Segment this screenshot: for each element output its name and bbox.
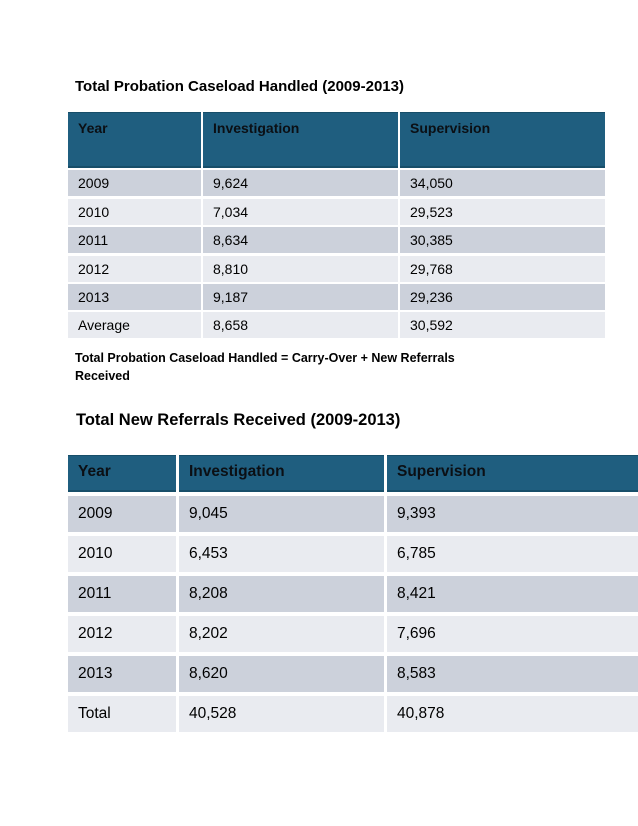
table1-row-average: Average 8,658 30,592 bbox=[68, 312, 605, 339]
table1-2012-investigation: 8,810 bbox=[203, 255, 398, 282]
table1-2012-year: 2012 bbox=[68, 255, 201, 282]
table2-2010-supervision: 6,785 bbox=[387, 536, 638, 572]
table2-2011-investigation: 8,208 bbox=[179, 576, 384, 612]
table2-row-total: Total 40,528 40,878 bbox=[68, 696, 638, 732]
table1-caseload-handled: Year Investigation Supervision 2009 9,62… bbox=[68, 112, 605, 339]
table2-title: Total New Referrals Received (2009-2013) bbox=[76, 411, 401, 429]
table2-2013-supervision: 8,583 bbox=[387, 656, 638, 692]
table2-row-2009: 2009 9,045 9,393 bbox=[68, 496, 638, 532]
table1-2013-year: 2013 bbox=[68, 283, 201, 310]
table1-2013-supervision: 29,236 bbox=[400, 283, 605, 310]
table2-2009-investigation: 9,045 bbox=[179, 496, 384, 532]
table1-2013-investigation: 9,187 bbox=[203, 283, 398, 310]
table2-header-supervision: Supervision bbox=[387, 455, 638, 492]
table1-average-investigation: 8,658 bbox=[203, 312, 398, 339]
table2-2012-year: 2012 bbox=[68, 616, 176, 652]
table1-average-supervision: 30,592 bbox=[400, 312, 605, 339]
table1-title: Total Probation Caseload Handled (2009-2… bbox=[75, 78, 404, 95]
table1-2009-year: 2009 bbox=[68, 170, 201, 197]
table1-header-row: Year Investigation Supervision bbox=[68, 112, 605, 168]
table2-2011-year: 2011 bbox=[68, 576, 176, 612]
footnote-line-1: Total Probation Caseload Handled = Carry… bbox=[75, 351, 455, 365]
table1-row-2012: 2012 8,810 29,768 bbox=[68, 255, 605, 282]
table2-total-supervision: 40,878 bbox=[387, 696, 638, 732]
table1-header-investigation: Investigation bbox=[203, 112, 398, 168]
table1-2010-supervision: 29,523 bbox=[400, 198, 605, 225]
table2-2012-supervision: 7,696 bbox=[387, 616, 638, 652]
table2-2009-year: 2009 bbox=[68, 496, 176, 532]
table2-2013-investigation: 8,620 bbox=[179, 656, 384, 692]
table2-row-2011: 2011 8,208 8,421 bbox=[68, 576, 638, 612]
table2-2013-year: 2013 bbox=[68, 656, 176, 692]
table1-header-supervision: Supervision bbox=[400, 112, 605, 168]
table2-2012-investigation: 8,202 bbox=[179, 616, 384, 652]
table2-total-year: Total bbox=[68, 696, 176, 732]
footnote-line-2: Received bbox=[75, 369, 130, 383]
table1-average-year: Average bbox=[68, 312, 201, 339]
table1-footnote: Total Probation Caseload Handled = Carry… bbox=[75, 349, 455, 385]
table2-2010-investigation: 6,453 bbox=[179, 536, 384, 572]
table1-row-2011: 2011 8,634 30,385 bbox=[68, 227, 605, 254]
table1-header-year: Year bbox=[68, 112, 201, 168]
table1-2010-year: 2010 bbox=[68, 198, 201, 225]
table2-2010-year: 2010 bbox=[68, 536, 176, 572]
table2-total-investigation: 40,528 bbox=[179, 696, 384, 732]
table1-2009-investigation: 9,624 bbox=[203, 170, 398, 197]
table1-row-2009: 2009 9,624 34,050 bbox=[68, 170, 605, 197]
table2-header-investigation: Investigation bbox=[179, 455, 384, 492]
table1-row-2013: 2013 9,187 29,236 bbox=[68, 283, 605, 310]
table2-header-row: Year Investigation Supervision bbox=[68, 455, 638, 492]
table1-2011-supervision: 30,385 bbox=[400, 227, 605, 254]
table2-row-2012: 2012 8,202 7,696 bbox=[68, 616, 638, 652]
table1-row-2010: 2010 7,034 29,523 bbox=[68, 198, 605, 225]
table2-header-year: Year bbox=[68, 455, 176, 492]
table1-2011-investigation: 8,634 bbox=[203, 227, 398, 254]
table2-2011-supervision: 8,421 bbox=[387, 576, 638, 612]
table1-2011-year: 2011 bbox=[68, 227, 201, 254]
table1-2012-supervision: 29,768 bbox=[400, 255, 605, 282]
table2-row-2010: 2010 6,453 6,785 bbox=[68, 536, 638, 572]
table2-row-2013: 2013 8,620 8,583 bbox=[68, 656, 638, 692]
table2-new-referrals: Year Investigation Supervision 2009 9,04… bbox=[68, 455, 638, 732]
table1-2010-investigation: 7,034 bbox=[203, 198, 398, 225]
table2-2009-supervision: 9,393 bbox=[387, 496, 638, 532]
table1-2009-supervision: 34,050 bbox=[400, 170, 605, 197]
